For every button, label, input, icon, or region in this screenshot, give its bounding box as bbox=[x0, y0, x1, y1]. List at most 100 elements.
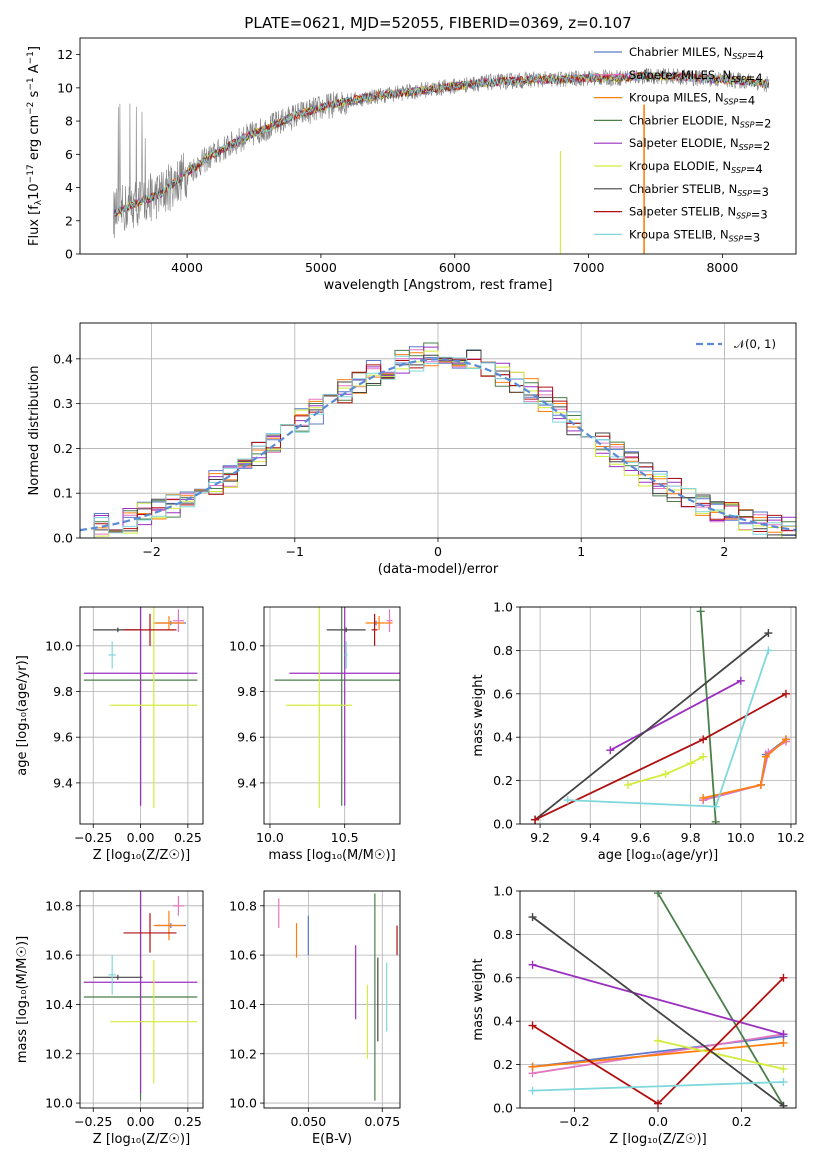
weight-vs-age-xtick-label: 10.2 bbox=[777, 830, 805, 845]
spectrum-xtick-label: 6000 bbox=[439, 260, 471, 275]
weight-vs-z-xlabel: Z [log₁₀(Z/Z☉)] bbox=[609, 1132, 706, 1147]
residuals-xtick-label: 0 bbox=[434, 544, 442, 559]
mass-vs-ebv-xtick-label: 0.075 bbox=[364, 1114, 400, 1129]
spectrum-plot-area bbox=[113, 67, 770, 254]
weight-vs-z-series-kroupa_miles bbox=[532, 1042, 784, 1068]
weight-vs-z-xtick-label: 0.2 bbox=[732, 1114, 752, 1129]
residuals-ytick-label: 0.0 bbox=[53, 531, 73, 546]
spectrum-ytick-label: 10 bbox=[57, 80, 73, 95]
weight-vs-z-ytick-label: 0.0 bbox=[493, 1101, 513, 1116]
residuals-frame bbox=[79, 322, 797, 539]
mass-vs-ebv-plot-area bbox=[278, 893, 398, 1101]
weight-vs-age-series-chabrier_stelib bbox=[534, 632, 769, 821]
age-vs-mass-plot-area bbox=[274, 607, 400, 809]
mass-vs-z-xtick-label: 0.25 bbox=[174, 1114, 202, 1129]
age-vs-z-xtick-label: −0.25 bbox=[74, 830, 112, 845]
legend-entry: Salpeter MILES, NSSP=4 bbox=[629, 68, 763, 85]
age-vs-mass-ytick-label: 9.4 bbox=[237, 775, 257, 790]
mass-vs-z-xtick-label: −0.25 bbox=[74, 1114, 112, 1129]
residuals-ytick-label: 0.4 bbox=[53, 351, 73, 366]
age-vs-z-xtick-label: 0.00 bbox=[127, 830, 155, 845]
residuals-xtick-label: −1 bbox=[286, 544, 304, 559]
spectrum-xtick-label: 4000 bbox=[171, 260, 203, 275]
residuals-xtick-label: 1 bbox=[577, 544, 585, 559]
weight-vs-z-xtick-label: 0.0 bbox=[648, 1114, 668, 1129]
weight-vs-age-series-kroupa_stelib bbox=[567, 650, 770, 808]
spectrum-ylabel: Flux [fλ10−17 erg cm−2 s−1 A−1] bbox=[26, 46, 44, 246]
mass-vs-ebv-ytick-label: 10.6 bbox=[229, 948, 257, 963]
weight-vs-z-ytick-label: 1.0 bbox=[493, 884, 513, 899]
legend-entry: Salpeter STELIB, NSSP=3 bbox=[629, 205, 768, 222]
residuals-ytick-label: 0.3 bbox=[53, 396, 73, 411]
weight-vs-age-ylabel: mass weight bbox=[471, 674, 486, 756]
weight-vs-age-ytick-label: 0.8 bbox=[493, 643, 513, 658]
mass-vs-z-ytick-label: 10.4 bbox=[45, 997, 73, 1012]
spectrum-xtick-label: 8000 bbox=[706, 260, 738, 275]
weight-vs-z-ytick-label: 0.4 bbox=[493, 1014, 513, 1029]
age-vs-mass-ytick-label: 9.8 bbox=[237, 684, 257, 699]
weight-vs-z-ytick-label: 0.6 bbox=[493, 970, 513, 985]
legend-entry: Chabrier STELIB, NSSP=3 bbox=[629, 182, 769, 199]
spectrum-frame bbox=[79, 37, 797, 255]
age-vs-z-plot-area bbox=[83, 607, 198, 809]
weight-vs-age-ytick-label: 0.4 bbox=[493, 730, 513, 745]
age-vs-mass-ytick-label: 9.6 bbox=[237, 730, 257, 745]
weight-vs-age-series-kroupa_elodie bbox=[627, 755, 704, 786]
age-vs-z-ytick-label: 9.8 bbox=[53, 684, 73, 699]
spectrum-xtick-label: 5000 bbox=[305, 260, 337, 275]
spectrum-xlabel: wavelength [Angstrom, rest frame] bbox=[324, 278, 553, 293]
age-vs-z-xlabel: Z [log₁₀(Z/Z☉)] bbox=[93, 848, 190, 863]
weight-vs-z-ytick-label: 0.2 bbox=[493, 1057, 513, 1072]
legend-entry: Kroupa STELIB, NSSP=3 bbox=[629, 227, 760, 244]
weight-vs-z-series-chabrier_elodie bbox=[657, 892, 785, 1107]
mass-vs-z-ylabel: mass [log₁₀(M/M☉)] bbox=[15, 936, 30, 1063]
legend-entry: Chabrier ELODIE, NSSP=2 bbox=[629, 113, 771, 130]
weight-vs-z-series-kroupa_elodie bbox=[657, 1039, 784, 1070]
legend-entry: 𝒩(0, 1) bbox=[734, 337, 776, 351]
weight-vs-age-xtick-label: 9.8 bbox=[681, 830, 701, 845]
residuals-xlabel: (data-model)/error bbox=[378, 562, 499, 577]
legend-entry: Kroupa ELODIE, NSSP=4 bbox=[629, 159, 763, 176]
figure-title: PLATE=0621, MJD=52055, FIBERID=0369, z=0… bbox=[244, 14, 631, 32]
age-vs-mass-ytick-label: 10.0 bbox=[229, 638, 257, 653]
weight-vs-z-ytick-label: 0.8 bbox=[493, 927, 513, 942]
legend-entry: Chabrier MILES, NSSP=4 bbox=[629, 45, 764, 62]
spectrum-ytick-label: 6 bbox=[65, 147, 73, 162]
residuals-xtick-label: 2 bbox=[720, 544, 728, 559]
weight-vs-z-series-salpeter_elodie bbox=[532, 963, 784, 1036]
mass-vs-ebv-frame bbox=[263, 890, 401, 1109]
spectrum-model-kroupa_stelib bbox=[113, 71, 769, 219]
mass-vs-z-ytick-label: 10.6 bbox=[45, 948, 73, 963]
age-vs-mass-frame bbox=[263, 606, 401, 825]
mass-vs-ebv-xlabel: E(B-V) bbox=[312, 1132, 352, 1147]
weight-vs-age-plot-area bbox=[531, 607, 790, 824]
residuals-ytick-label: 0.1 bbox=[53, 486, 73, 501]
weight-vs-z-xtick-label: −0.2 bbox=[559, 1114, 589, 1129]
mass-vs-z-plot-area bbox=[83, 891, 198, 1101]
spectrum-ytick-label: 2 bbox=[65, 213, 73, 228]
age-vs-z-frame bbox=[79, 606, 204, 825]
residuals-xtick-label: −2 bbox=[142, 544, 160, 559]
weight-vs-z-frame bbox=[519, 890, 797, 1109]
age-vs-mass-xtick-label: 10.5 bbox=[331, 830, 359, 845]
gaussian-reference-line bbox=[80, 358, 796, 532]
age-vs-z-xtick-label: 0.25 bbox=[174, 830, 202, 845]
weight-vs-age-xtick-label: 9.6 bbox=[630, 830, 650, 845]
weight-vs-age-ytick-label: 1.0 bbox=[493, 600, 513, 615]
weight-vs-age-xtick-label: 9.4 bbox=[580, 830, 600, 845]
weight-vs-age-series-chabrier_elodie bbox=[699, 611, 717, 822]
spectrum-model-salpeter_stelib bbox=[113, 71, 770, 219]
mass-vs-ebv-ytick-label: 10.4 bbox=[229, 997, 257, 1012]
legend-entry: Kroupa MILES, NSSP=4 bbox=[629, 91, 755, 108]
residuals-plot-area bbox=[80, 342, 796, 538]
age-vs-z-ytick-label: 10.0 bbox=[45, 638, 73, 653]
mass-vs-z-frame bbox=[79, 890, 204, 1109]
age-vs-mass-xtick-label: 10.0 bbox=[256, 830, 284, 845]
weight-vs-z-series-chabrier_stelib bbox=[531, 916, 785, 1107]
mass-vs-z-ytick-label: 10.0 bbox=[45, 1096, 73, 1111]
weight-vs-z-ylabel: mass weight bbox=[471, 958, 486, 1040]
mass-vs-z-ytick-label: 10.8 bbox=[45, 898, 73, 913]
weight-vs-age-ytick-label: 0.2 bbox=[493, 773, 513, 788]
mass-vs-z-xlabel: Z [log₁₀(Z/Z☉)] bbox=[93, 1132, 190, 1147]
